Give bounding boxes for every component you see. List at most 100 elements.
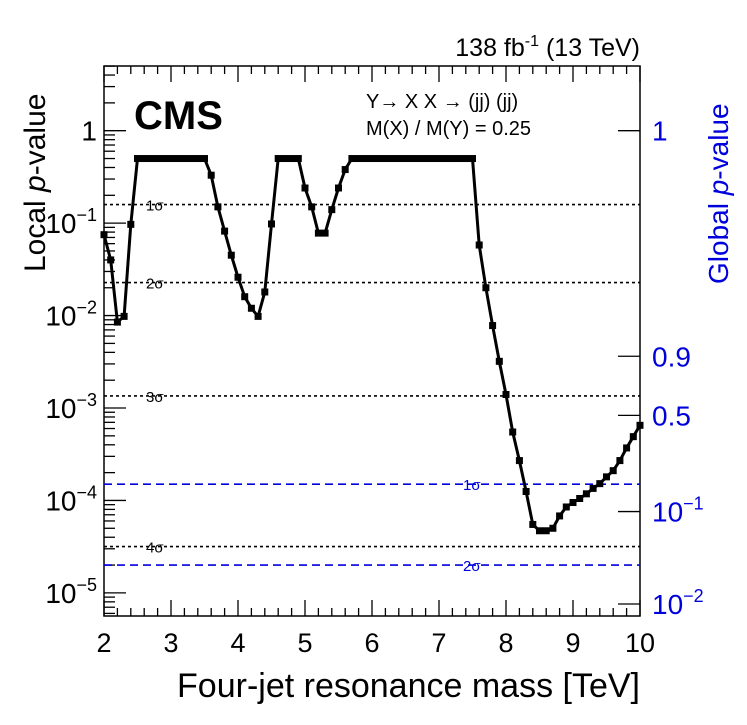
data-point <box>341 166 349 174</box>
cms-label: CMS <box>134 94 223 138</box>
global-tick-label: 10−1 <box>652 494 704 528</box>
x-tick-label: 2 <box>96 628 111 658</box>
data-point <box>127 220 135 228</box>
data-point <box>100 231 108 239</box>
data-point <box>636 421 644 429</box>
data-point <box>355 155 363 163</box>
data-point <box>569 499 577 507</box>
data-point <box>609 467 617 475</box>
data-point <box>201 155 208 163</box>
data-point <box>529 520 537 528</box>
data-point <box>160 155 168 163</box>
data-point <box>268 220 275 228</box>
data-point <box>134 155 141 163</box>
data-point <box>194 155 202 163</box>
x-tick-label: 9 <box>565 628 580 658</box>
luminosity-label: 138 fb-1 (13 TeV) <box>455 33 640 62</box>
data-point <box>241 293 249 301</box>
data-point <box>254 312 262 320</box>
local-sigma-label: 2σ <box>146 276 164 293</box>
x-tick-label: 7 <box>431 628 446 658</box>
data-point <box>536 527 543 535</box>
global-tick-label: 0.9 <box>652 341 691 372</box>
data-point <box>455 155 463 163</box>
global-tick-label: 1 <box>652 116 668 147</box>
luminosity-exponent: -1 <box>525 33 539 50</box>
data-point <box>308 203 316 211</box>
data-point <box>629 433 637 441</box>
x-axis-title: Four-jet resonance mass [TeV] <box>177 667 640 705</box>
data-point <box>261 288 269 296</box>
data-point <box>375 155 383 163</box>
data-point <box>408 155 416 163</box>
data-point <box>448 155 456 163</box>
data-point <box>140 155 148 163</box>
data-point <box>154 155 162 163</box>
data-point <box>589 484 597 492</box>
data-point <box>328 206 336 214</box>
y-tick-label: 1 <box>81 116 97 147</box>
x-tick-label: 4 <box>230 628 245 658</box>
ratio-label: M(X) / M(Y) = 0.25 <box>366 118 531 140</box>
data-point <box>515 457 523 465</box>
data-point <box>234 273 242 281</box>
data-point <box>348 155 356 163</box>
x-tick-label: 3 <box>163 628 178 658</box>
process-label: Y→ X X → (jj) (jj) <box>366 91 518 113</box>
y-axis-title: Local p-value <box>19 94 52 272</box>
local-sigma-label: 4σ <box>146 540 164 557</box>
plot-frame <box>103 65 641 617</box>
y-tick-label: 10−1 <box>45 205 97 239</box>
data-point <box>335 184 342 192</box>
data-point <box>388 155 396 163</box>
data-point <box>482 284 490 292</box>
data-point <box>576 494 584 502</box>
data-point <box>221 227 229 235</box>
data-point <box>616 457 624 465</box>
data-point <box>113 318 121 326</box>
global-tick-label: 0.5 <box>652 400 691 431</box>
data-point <box>549 524 557 532</box>
data-point <box>495 357 503 365</box>
data-point <box>120 312 128 320</box>
data-point <box>422 155 430 163</box>
local-sigma-label: 1σ <box>146 198 164 215</box>
global-axis-title: Global p-value <box>703 103 734 284</box>
data-point <box>402 155 409 163</box>
data-point <box>603 473 610 481</box>
data-point <box>435 155 443 163</box>
global-sigma-label: 2σ <box>463 558 481 575</box>
data-point <box>368 155 376 163</box>
data-point <box>475 241 483 249</box>
y-tick-label: 10−3 <box>45 390 97 424</box>
data-point <box>596 480 604 488</box>
x-tick-label: 6 <box>364 628 379 658</box>
data-point <box>274 155 282 163</box>
data-point <box>582 490 590 498</box>
data-point <box>509 428 517 436</box>
data-point <box>107 256 115 264</box>
data-point <box>381 155 389 163</box>
data-point <box>294 155 302 163</box>
data-point <box>623 444 631 452</box>
data-point <box>415 155 423 163</box>
series-line <box>102 157 642 533</box>
data-point <box>522 487 530 495</box>
data-point <box>428 155 436 163</box>
local-sigma-label: 3σ <box>146 389 164 406</box>
y-tick-label: 10−4 <box>45 482 97 516</box>
data-point <box>288 155 296 163</box>
data-point <box>556 512 564 520</box>
data-point <box>542 527 550 535</box>
x-tick-label: 10 <box>625 628 655 658</box>
data-point <box>187 155 195 163</box>
data-point <box>180 155 188 163</box>
data-point <box>247 304 255 312</box>
x-tick-label: 8 <box>498 628 513 658</box>
data-point <box>562 503 570 511</box>
x-tick-label: 5 <box>297 628 312 658</box>
data-point <box>167 155 175 163</box>
data-point <box>442 155 450 163</box>
data-point <box>227 251 235 259</box>
